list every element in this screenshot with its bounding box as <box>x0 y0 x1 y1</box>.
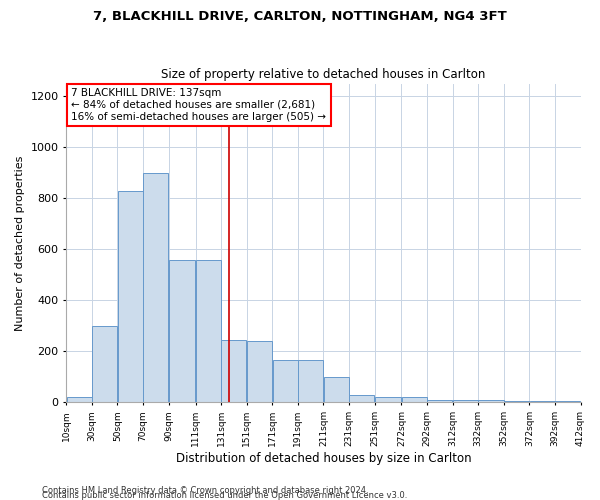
Bar <box>375 398 401 402</box>
Bar <box>92 326 117 402</box>
Text: 7 BLACKHILL DRIVE: 137sqm
← 84% of detached houses are smaller (2,681)
16% of se: 7 BLACKHILL DRIVE: 137sqm ← 84% of detac… <box>71 88 326 122</box>
Bar <box>349 395 374 402</box>
Bar <box>504 401 529 402</box>
Text: Contains HM Land Registry data © Crown copyright and database right 2024.: Contains HM Land Registry data © Crown c… <box>42 486 368 495</box>
Text: Contains public sector information licensed under the Open Government Licence v3: Contains public sector information licen… <box>42 491 407 500</box>
Bar <box>530 401 554 402</box>
Bar <box>272 360 298 403</box>
Title: Size of property relative to detached houses in Carlton: Size of property relative to detached ho… <box>161 68 485 81</box>
Bar <box>453 400 478 402</box>
Bar <box>555 401 580 402</box>
Bar <box>478 400 503 402</box>
Bar <box>67 398 92 402</box>
Bar <box>247 341 272 402</box>
Bar <box>323 377 349 402</box>
Bar <box>118 190 143 402</box>
X-axis label: Distribution of detached houses by size in Carlton: Distribution of detached houses by size … <box>176 452 471 465</box>
Bar <box>143 173 169 402</box>
Bar <box>221 340 247 402</box>
Y-axis label: Number of detached properties: Number of detached properties <box>15 156 25 330</box>
Bar <box>169 260 195 402</box>
Bar <box>298 360 323 403</box>
Bar <box>427 400 452 402</box>
Bar <box>401 398 427 402</box>
Text: 7, BLACKHILL DRIVE, CARLTON, NOTTINGHAM, NG4 3FT: 7, BLACKHILL DRIVE, CARLTON, NOTTINGHAM,… <box>93 10 507 23</box>
Bar <box>196 260 221 402</box>
